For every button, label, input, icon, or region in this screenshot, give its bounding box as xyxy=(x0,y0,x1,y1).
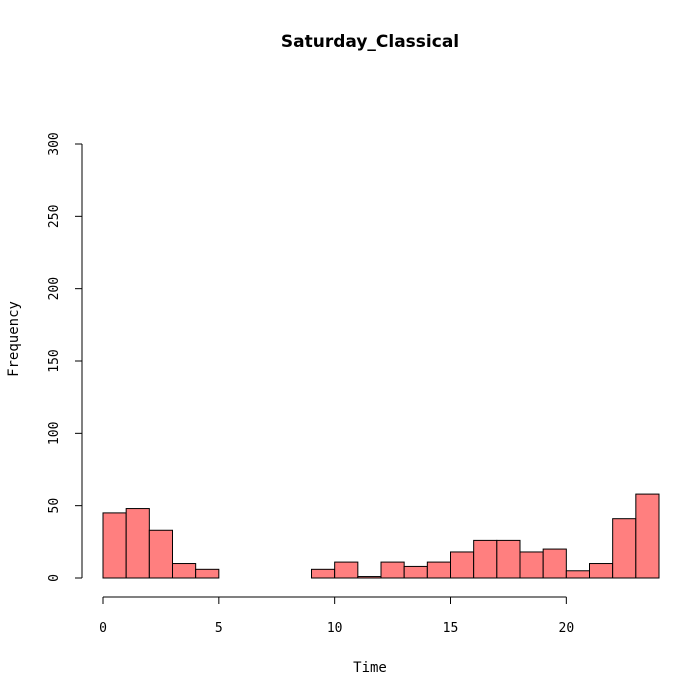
y-tick-label: 150 xyxy=(47,349,62,372)
histogram-bar-0 xyxy=(102,512,127,579)
x-tick-label: 0 xyxy=(99,621,107,636)
histogram-bar-22 xyxy=(612,518,637,579)
histogram-bar-19 xyxy=(542,548,567,579)
x-axis-label: Time xyxy=(353,660,387,676)
histogram-bar-11 xyxy=(357,576,382,579)
y-tick-label: 50 xyxy=(47,498,62,514)
x-tick-label: 10 xyxy=(327,621,343,636)
y-tick-label: 0 xyxy=(47,574,62,582)
x-tick-label: 15 xyxy=(443,621,459,636)
histogram-bar-9 xyxy=(311,568,336,579)
histogram-bar-18 xyxy=(519,551,544,579)
y-tick-label: 250 xyxy=(47,205,62,228)
histogram-bar-21 xyxy=(589,563,614,579)
histogram-bar-23 xyxy=(635,493,660,579)
y-tick-label: 100 xyxy=(47,422,62,445)
y-tick-label: 200 xyxy=(47,277,62,300)
bars-group xyxy=(102,493,660,579)
histogram-bar-10 xyxy=(334,561,359,579)
histogram-bar-20 xyxy=(565,570,590,579)
histogram-bar-2 xyxy=(148,529,173,579)
histogram-bar-16 xyxy=(473,539,498,579)
histogram-bar-12 xyxy=(380,561,405,579)
x-tick-label: 20 xyxy=(559,621,575,636)
y-axis-label: Frequency xyxy=(6,301,22,377)
y-tick-label: 300 xyxy=(47,132,62,155)
histogram-bar-15 xyxy=(450,551,475,579)
y-axis: 0 50 100 150 200 250 300 xyxy=(47,132,83,582)
histogram-bar-17 xyxy=(496,539,521,579)
histogram-bar-14 xyxy=(426,561,452,579)
x-axis: 0 5 10 15 20 xyxy=(99,596,575,636)
chart-title: Saturday_Classical xyxy=(281,32,459,52)
histogram-bar-13 xyxy=(403,565,428,579)
x-tick-label: 5 xyxy=(215,621,223,636)
histogram-bar-3 xyxy=(172,563,197,579)
histogram-bar-1 xyxy=(125,508,150,579)
histogram-bar-4 xyxy=(195,568,220,579)
